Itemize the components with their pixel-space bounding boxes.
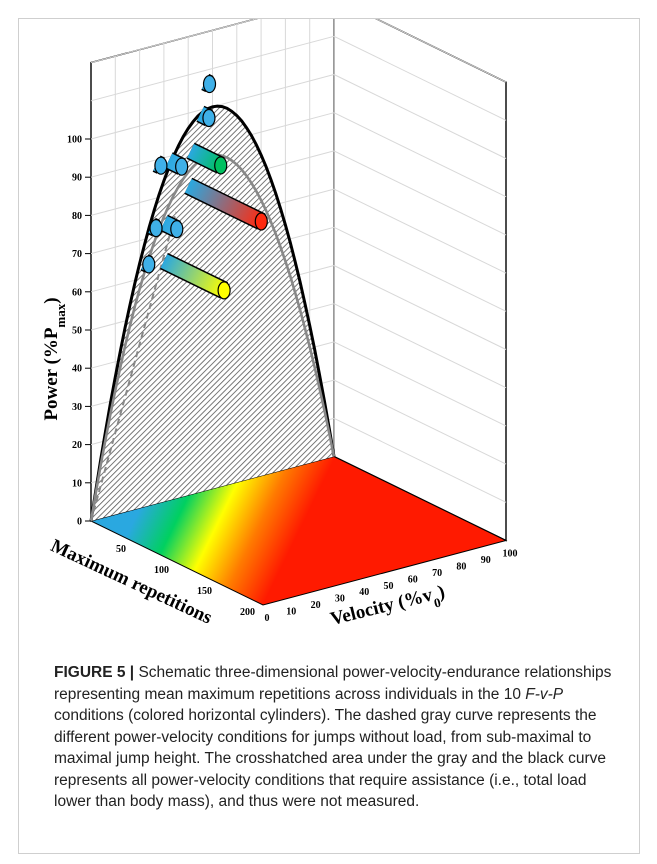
x-tick-label: 0 (265, 613, 270, 624)
cylinder-end-cap (254, 212, 268, 231)
y-tick-label: 90 (72, 173, 82, 184)
y-tick-label: 30 (72, 402, 82, 413)
x-tick-label: 40 (359, 587, 369, 598)
gridline-side (333, 188, 507, 274)
cylinder-end-cap (214, 156, 228, 175)
cylinder (160, 254, 228, 298)
x-tick-label: 10 (286, 607, 296, 618)
z-tick-label: 150 (197, 586, 212, 597)
cylinder-end-cap (170, 219, 184, 239)
chart: 0 10 20 30 40 50 60 70 80 90 100 0 10 20 30 40 50 60 70 80 9… (41, 19, 518, 635)
cylinder (184, 179, 265, 229)
gridline-side (333, 341, 507, 427)
y-tick-label: 0 (77, 517, 82, 528)
gridline-side (333, 417, 507, 503)
x-tick-label: 70 (432, 568, 442, 579)
cylinder-end-cap (154, 156, 168, 175)
gridline-y (90, 35, 335, 102)
gridline-side (333, 265, 507, 350)
x-tick-label: 80 (456, 561, 466, 572)
x-tick-label: 90 (481, 555, 491, 566)
y-tick-label: 60 (72, 287, 82, 298)
dashed-curve (90, 211, 178, 522)
side-wall (333, 19, 507, 542)
x-tick-label: 20 (311, 600, 321, 611)
y-tick-label: 40 (72, 364, 82, 375)
gridline-y (90, 19, 258, 64)
x-tick-label: 60 (408, 574, 418, 585)
y-tick-label: 10 (72, 478, 82, 489)
cylinder-end-cap (202, 74, 217, 94)
gridline-side (333, 112, 507, 198)
cylinder-end-cap (149, 219, 163, 238)
caption-text-2: conditions (colored horizontal cylinders… (54, 707, 606, 810)
cylinder-end-cap (202, 108, 216, 128)
gridline-side (333, 226, 507, 312)
gridline-side (333, 379, 507, 465)
gridline-side (333, 303, 507, 389)
cylinder-end-cap (175, 157, 189, 176)
y-tick-label: 80 (72, 211, 82, 222)
x-tick-label: 50 (384, 581, 394, 592)
y-tick-label: 50 (72, 326, 82, 337)
figure-caption: FIGURE 5 | Schematic three-dimensional p… (54, 662, 614, 813)
crosshatched-area (91, 106, 334, 521)
gridline-side (333, 35, 507, 121)
x-tick-label: 30 (335, 594, 345, 605)
y-axis-title: Power (%Pmax) (41, 297, 68, 420)
gridline-side (375, 19, 507, 83)
black-curve (89, 104, 336, 522)
caption-text-1: Schematic three-dimensional power-veloci… (54, 664, 612, 703)
cylinder-end-cap (217, 281, 231, 300)
z-tick-label: 100 (154, 565, 169, 576)
y-tick-label: 20 (72, 440, 82, 451)
x-tick-label: 100 (503, 549, 518, 560)
gridline-side (333, 74, 507, 159)
caption-italic: F-v-P (525, 685, 564, 703)
gridline-side (333, 150, 507, 236)
caption-label: FIGURE 5 | (54, 664, 135, 681)
y-tick-label: 70 (72, 249, 82, 260)
z-tick-label: 200 (240, 607, 255, 618)
cylinder-end-cap (142, 255, 156, 274)
z-tick-label: 50 (116, 544, 126, 555)
y-tick-label: 100 (67, 135, 82, 146)
